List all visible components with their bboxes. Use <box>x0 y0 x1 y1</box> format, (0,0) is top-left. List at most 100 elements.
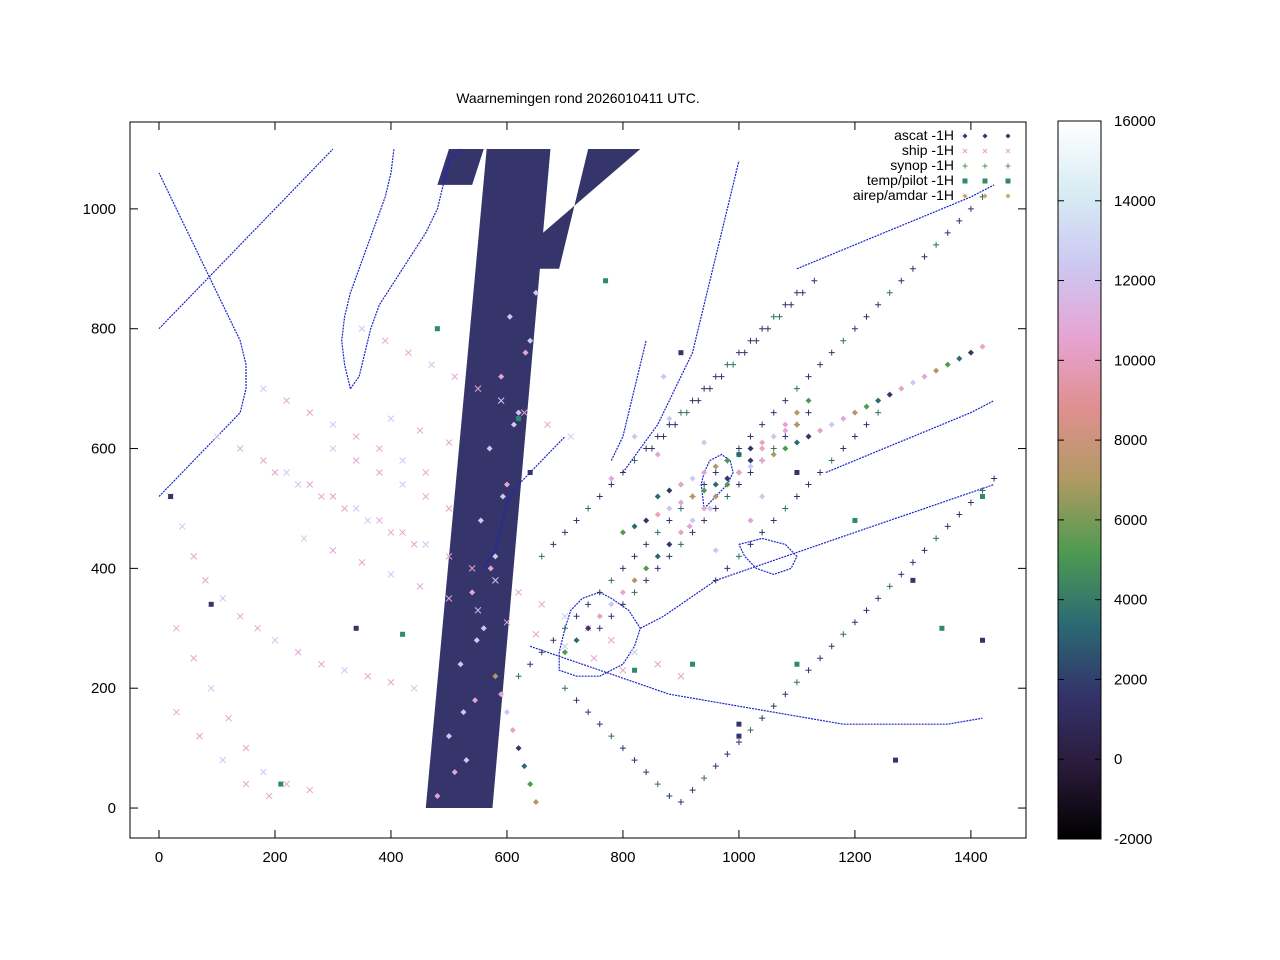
synop-point <box>770 703 777 710</box>
ascat-swaths <box>425 148 641 809</box>
legend-marker <box>1005 148 1011 154</box>
synop-point <box>782 505 789 512</box>
synop-point <box>828 457 835 464</box>
colorbar-tick-label: 12000 <box>1114 273 1156 290</box>
legend-marker <box>982 148 988 154</box>
legend-label: ascat -1H <box>894 127 954 143</box>
airep-amdar-point <box>509 727 516 734</box>
ship-point <box>306 481 314 488</box>
synop-point <box>770 313 777 320</box>
ship-point <box>416 427 424 434</box>
ship-point <box>265 792 273 800</box>
synop-point <box>538 553 545 560</box>
airep-amdar-point <box>759 439 766 446</box>
synop-point <box>799 289 806 296</box>
synop-point <box>735 481 742 488</box>
synop-point <box>608 733 615 740</box>
coastline-2 <box>158 172 247 497</box>
legend-marker <box>1005 133 1011 139</box>
legend-marker <box>962 133 968 139</box>
airep-amdar-point <box>666 505 673 512</box>
ship-point <box>271 469 279 476</box>
ship-point <box>271 636 279 644</box>
airep-amdar-point <box>498 691 505 698</box>
ascat-point <box>654 451 661 458</box>
synop-point <box>747 727 754 734</box>
colorbar-tick-label: -2000 <box>1114 831 1152 848</box>
ship-point <box>497 397 505 404</box>
synop-point <box>619 601 626 608</box>
synop-point <box>735 553 742 560</box>
synop-point <box>805 481 812 488</box>
ship-point <box>428 361 435 369</box>
ship-point <box>416 582 424 590</box>
synop-point <box>608 613 615 620</box>
ascat-point <box>498 373 505 380</box>
legend-marker <box>982 163 988 169</box>
coastlines <box>158 148 995 725</box>
temp-pilot-point <box>678 350 684 356</box>
coastline-10 <box>825 400 995 474</box>
synop-point <box>817 655 824 662</box>
ascat-point <box>477 517 484 524</box>
synop-point <box>677 505 684 512</box>
airep-amdar-point <box>735 469 742 476</box>
ship-point <box>352 433 360 440</box>
synop-point <box>619 565 626 572</box>
airep-amdar-point <box>979 343 986 350</box>
legend-marker <box>1005 163 1011 169</box>
synop-point <box>782 691 789 698</box>
temp-pilot-point <box>939 625 945 631</box>
synop-point <box>677 409 684 416</box>
ship-point <box>300 535 308 542</box>
airep-amdar-point <box>712 481 719 488</box>
coastline-13 <box>610 340 647 461</box>
ascat-point <box>510 421 517 428</box>
synop-point <box>689 397 696 404</box>
legend-marker <box>962 163 968 169</box>
ship-point <box>190 553 198 560</box>
ascat-point <box>503 481 510 488</box>
airep-amdar-point <box>596 613 603 620</box>
colorbar-tick-label: 14000 <box>1114 193 1156 210</box>
synop-point <box>683 409 690 416</box>
synop-point <box>793 385 800 392</box>
ship-point <box>387 529 395 536</box>
ship-point <box>422 493 430 500</box>
airep-amdar-point <box>805 397 812 404</box>
ship-point <box>468 565 476 572</box>
ship-point <box>260 768 267 776</box>
synop-point <box>851 619 858 626</box>
ship-point <box>445 439 453 446</box>
ascat-swath-2 <box>501 148 641 269</box>
synop-point <box>828 643 835 650</box>
x-tick-label: 800 <box>610 849 635 866</box>
synop-point <box>817 361 824 368</box>
ascat-point <box>701 439 708 446</box>
synop-point <box>648 445 655 452</box>
airep-amdar-point <box>759 457 766 464</box>
ship-point <box>561 642 569 650</box>
x-tick-label: 400 <box>378 849 403 866</box>
synop-point <box>585 709 592 716</box>
airep-amdar-point <box>701 469 708 476</box>
legend-marker <box>1005 178 1011 184</box>
synop-point <box>631 457 638 464</box>
legend-marker <box>982 133 988 139</box>
synop-point <box>643 769 650 776</box>
y-tick-label: 1000 <box>83 201 116 218</box>
synop-point <box>631 553 638 560</box>
ship-point <box>341 505 348 512</box>
airep-amdar-point <box>654 493 661 500</box>
synop-point <box>712 373 719 380</box>
synop-point <box>782 301 789 308</box>
synop-point <box>527 661 534 668</box>
ship-point <box>631 648 638 656</box>
ship-point <box>451 373 459 380</box>
airep-amdar-point <box>712 463 719 470</box>
ship-point <box>503 618 511 626</box>
synop-point <box>561 625 568 632</box>
synop-point <box>712 469 719 476</box>
temp-pilot-point <box>893 757 899 763</box>
